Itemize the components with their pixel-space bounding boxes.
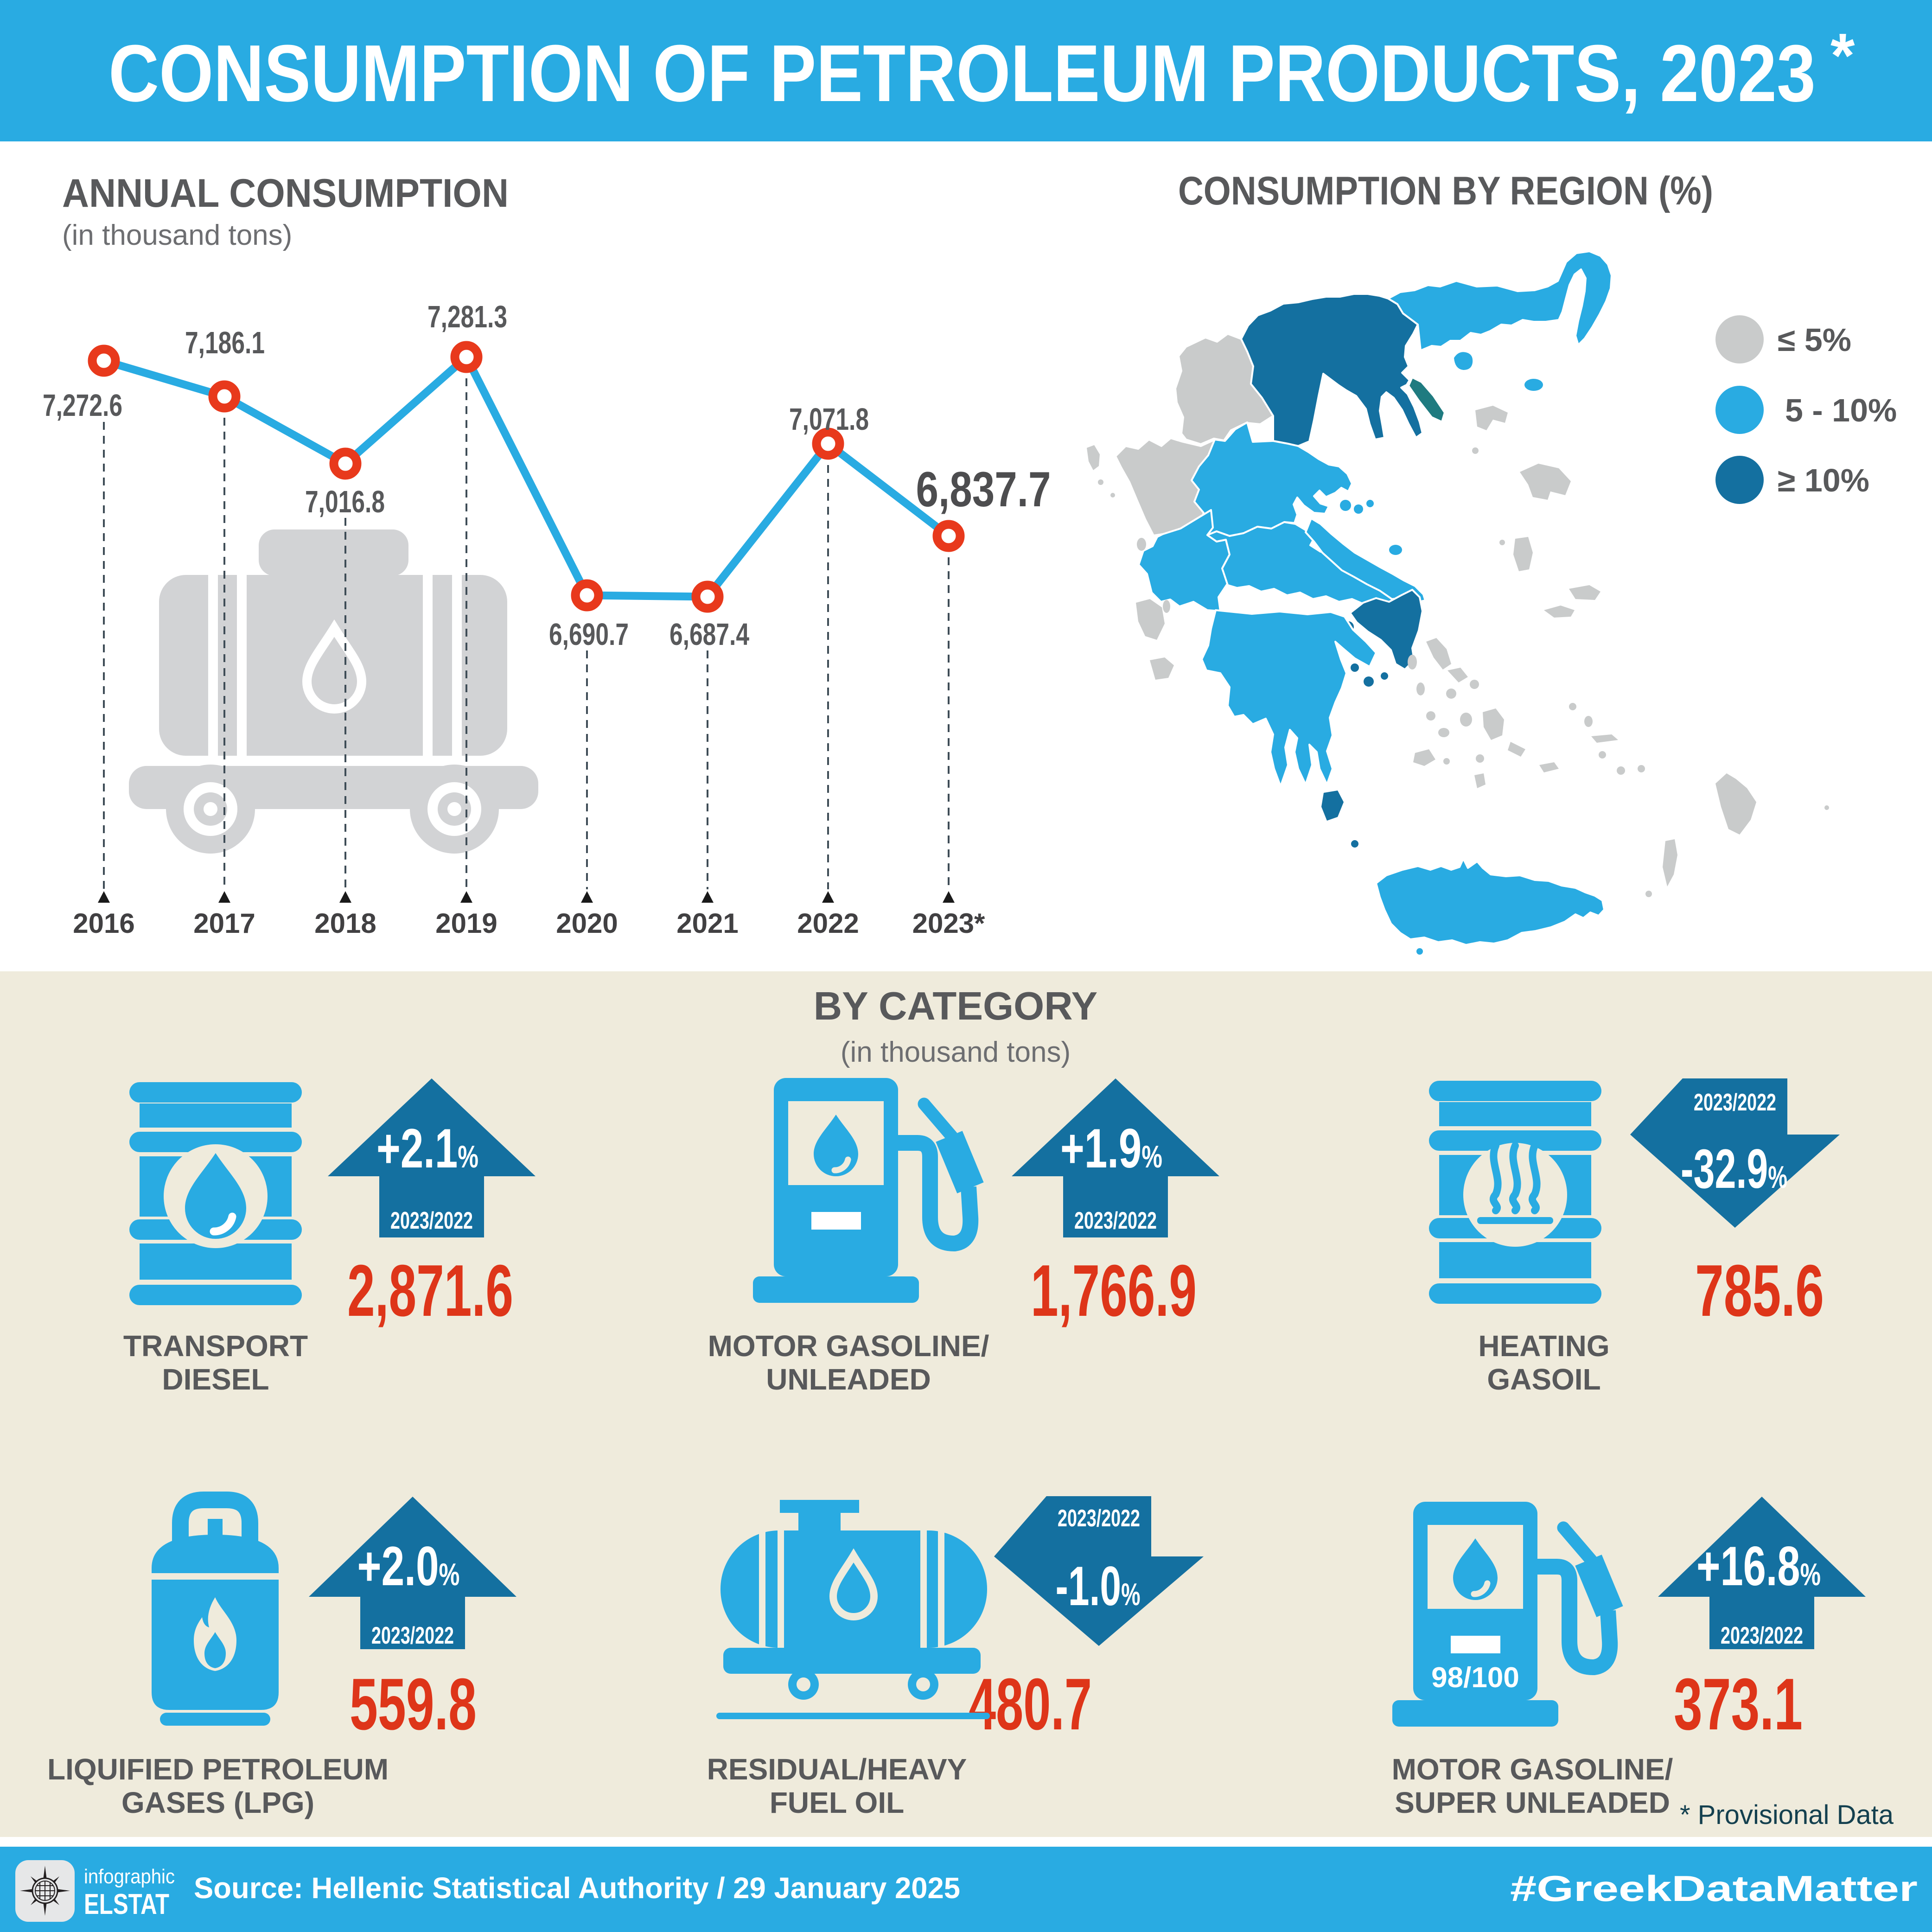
svg-text:SUPER UNLEADED: SUPER UNLEADED [1395,1786,1670,1819]
svg-text:ANNUAL CONSUMPTION: ANNUAL CONSUMPTION [62,171,509,216]
svg-text:2021: 2021 [676,908,738,939]
svg-text:Source: Hellenic Statistical A: Source: Hellenic Statistical Authority /… [194,1871,960,1905]
svg-text:* Provisional Data: * Provisional Data [1680,1800,1894,1830]
svg-text:2023/2022: 2023/2022 [390,1207,473,1234]
svg-text:infographic: infographic [84,1865,175,1888]
svg-text:GASES (LPG): GASES (LPG) [121,1786,314,1819]
svg-text:2023/2022: 2023/2022 [1074,1207,1157,1234]
svg-text:-1.0%: -1.0% [1056,1555,1141,1617]
svg-text:HEATING: HEATING [1478,1329,1609,1363]
svg-text:2,871.6: 2,871.6 [347,1250,513,1332]
svg-text:2023/2022: 2023/2022 [1694,1089,1776,1116]
svg-text:-32.9%: -32.9% [1681,1138,1787,1200]
svg-text:2023/2022: 2023/2022 [1721,1622,1803,1649]
svg-text:(in thousand tons): (in thousand tons) [62,219,292,251]
svg-text:+2.1%: +2.1% [376,1117,478,1180]
svg-text:559.8: 559.8 [350,1664,477,1745]
svg-text:7,272.6: 7,272.6 [43,388,122,423]
svg-text:2022: 2022 [797,908,859,939]
svg-text:GASOIL: GASOIL [1487,1363,1600,1396]
svg-text:UNLEADED: UNLEADED [766,1363,931,1396]
svg-text:2023*: 2023* [912,908,985,939]
svg-text:6,687.4: 6,687.4 [670,617,749,652]
svg-text:6,837.7: 6,837.7 [916,461,1051,517]
svg-text:6,690.7: 6,690.7 [549,617,629,652]
svg-text:7,016.8: 7,016.8 [305,485,385,519]
svg-text:TRANSPORT: TRANSPORT [123,1329,308,1363]
svg-text:480.7: 480.7 [969,1664,1092,1745]
svg-text:7,186.1: 7,186.1 [185,325,265,360]
svg-text:+1.9%: +1.9% [1060,1117,1162,1180]
svg-text:2018: 2018 [314,908,376,939]
svg-text:(in thousand tons): (in thousand tons) [841,1036,1071,1068]
svg-text:LIQUIFIED PETROLEUM: LIQUIFIED PETROLEUM [47,1753,389,1786]
svg-text:2016: 2016 [73,908,134,939]
svg-text:≤ 5%: ≤ 5% [1778,322,1851,358]
svg-text:FUEL OIL: FUEL OIL [770,1786,904,1819]
svg-text:CONSUMPTION OF PETROLEUM PRODU: CONSUMPTION OF PETROLEUM PRODUCTS, 2023 [108,28,1816,118]
svg-text:+16.8%: +16.8% [1696,1535,1821,1597]
svg-text:2023/2022: 2023/2022 [1058,1505,1140,1532]
svg-text:*: * [1830,20,1855,90]
svg-text:≥ 10%: ≥ 10% [1778,462,1869,498]
svg-text:2019: 2019 [435,908,497,939]
svg-text:MOTOR GASOLINE/: MOTOR GASOLINE/ [1392,1753,1673,1786]
svg-text:MOTOR GASOLINE/: MOTOR GASOLINE/ [708,1329,989,1363]
svg-text:5 - 10%: 5 - 10% [1785,392,1897,428]
svg-text:1,766.9: 1,766.9 [1031,1250,1197,1332]
svg-text:ELSTAT: ELSTAT [84,1888,169,1920]
svg-text:7,071.8: 7,071.8 [789,402,869,437]
svg-text:BY CATEGORY: BY CATEGORY [814,984,1097,1028]
svg-text:373.1: 373.1 [1674,1664,1803,1745]
svg-text:DIESEL: DIESEL [162,1363,269,1396]
svg-text:98/100: 98/100 [1431,1662,1519,1694]
svg-text:2020: 2020 [556,908,618,939]
svg-text:RESIDUAL/HEAVY: RESIDUAL/HEAVY [707,1753,967,1786]
svg-text:785.6: 785.6 [1695,1250,1824,1332]
svg-text:2023/2022: 2023/2022 [371,1622,454,1649]
svg-text:7,281.3: 7,281.3 [427,300,507,334]
svg-text:#GreekDataMatter: #GreekDataMatter [1510,1868,1918,1909]
svg-text:CONSUMPTION BY REGION (%): CONSUMPTION BY REGION (%) [1178,169,1713,213]
svg-text:2017: 2017 [193,908,255,939]
svg-text:+2.0%: +2.0% [357,1535,460,1597]
